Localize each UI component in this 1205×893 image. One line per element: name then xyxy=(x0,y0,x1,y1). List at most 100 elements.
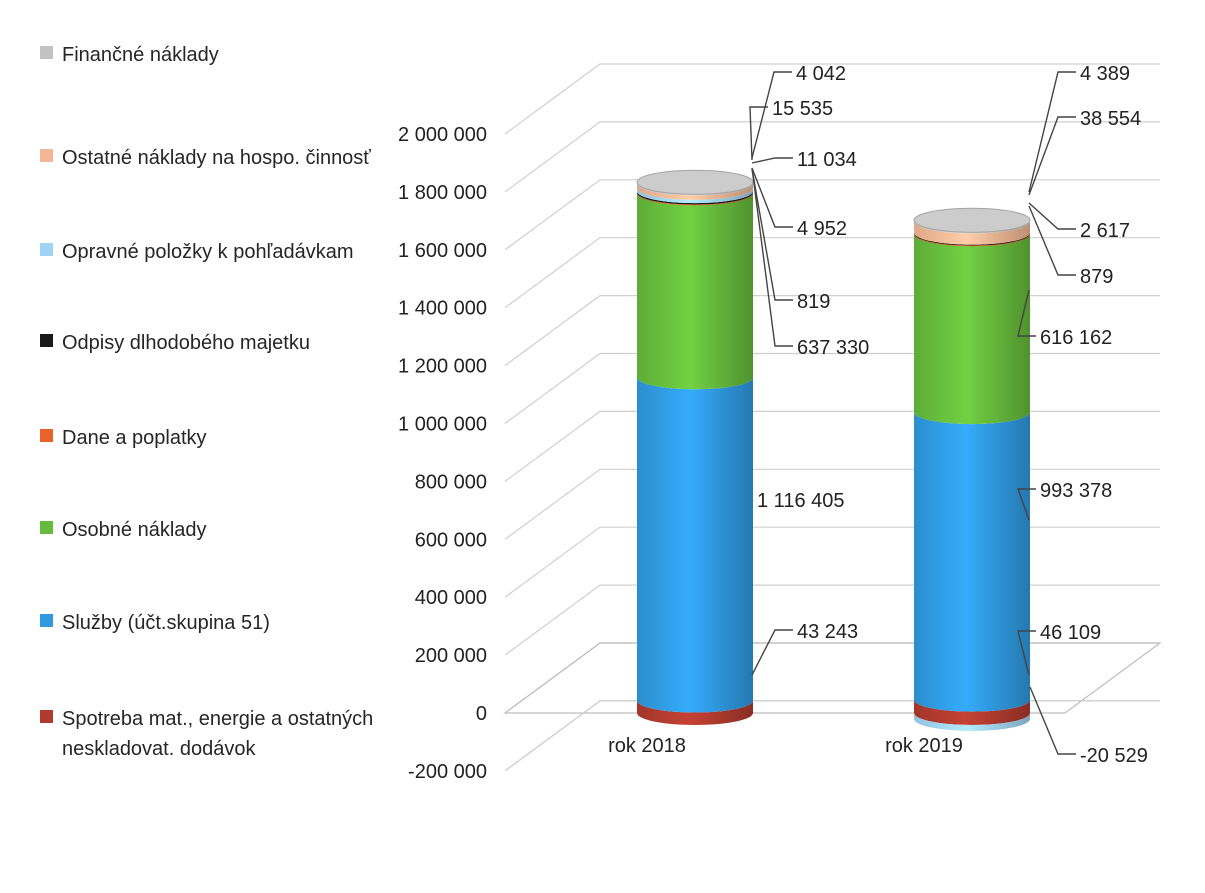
legend-item-spotreba: Spotreba mat., energie a ostatných neskl… xyxy=(40,704,382,764)
y-tick-label: 1 600 000 xyxy=(398,240,487,262)
gridline xyxy=(504,63,1160,135)
legend-label: Služby (účt.skupina 51) xyxy=(62,612,270,634)
legend-label: Opravné položky k pohľadávkam xyxy=(62,241,354,263)
leader-line xyxy=(1028,202,1076,230)
legend-swatch xyxy=(40,710,53,723)
bar-top-cap xyxy=(913,207,1031,233)
data-label-rok-2019: 993 378 xyxy=(1040,480,1112,502)
data-label-rok-2018: 637 330 xyxy=(797,337,869,359)
data-label-rok-2019: 46 109 xyxy=(1040,622,1101,644)
gridline xyxy=(504,700,1160,772)
leader-line xyxy=(1028,116,1076,196)
leader-line xyxy=(751,168,793,301)
gridline xyxy=(504,237,1160,309)
y-tick-label: 2 000 000 xyxy=(398,124,487,146)
legend-label: Ostatné náklady na hospo. činnosť xyxy=(62,147,371,169)
legend-swatch xyxy=(40,334,53,347)
y-tick-label: 1 200 000 xyxy=(398,356,487,378)
bars xyxy=(636,169,1031,731)
data-label-rok-2018: 43 243 xyxy=(797,621,858,643)
floor-plane xyxy=(503,642,1162,714)
bar-segment-ostatne-naklady-na-hospo-cinno xyxy=(914,221,1030,245)
bar-rok-2018 xyxy=(636,169,754,725)
data-label-rok-2018: 4 952 xyxy=(797,218,847,240)
y-tick-label: 0 xyxy=(476,703,487,725)
legend-label: Dane a poplatky xyxy=(62,427,207,449)
leader-line xyxy=(751,157,793,164)
legend-label: Odpisy dlhodobého majetku xyxy=(62,332,310,354)
bar-segment-spotreba-mat-energie-a-ostatny xyxy=(637,700,753,725)
bar-segment-sluzby-uct-skupina-51 xyxy=(914,412,1030,712)
x-axis-ticks: rok 2018 rok 2019 xyxy=(608,735,963,757)
legend-swatch xyxy=(40,149,53,162)
legend-swatch xyxy=(40,46,53,59)
gridline xyxy=(504,179,1160,251)
leader-line xyxy=(1017,488,1036,521)
gridline xyxy=(504,121,1160,193)
legend-swatch xyxy=(40,243,53,256)
leader-line xyxy=(751,167,793,347)
gridline xyxy=(504,526,1160,598)
data-label-rok-2019: 879 xyxy=(1080,266,1113,288)
leader-line xyxy=(1017,630,1036,676)
x-tick-label: rok 2019 xyxy=(885,735,963,757)
legend-item-financne-naklady: Finančné náklady xyxy=(40,40,382,70)
legend-item-sluzby: Služby (účt.skupina 51) xyxy=(40,608,382,638)
legend-item-opravne-polozky: Opravné položky k pohľadávkam xyxy=(40,237,382,267)
leader-line xyxy=(751,167,793,228)
y-tick-label: 600 000 xyxy=(415,529,487,551)
y-axis-ticks: -200 000 0 200 000 400 000 600 000 800 000 1 0… xyxy=(398,124,487,783)
legend-swatch xyxy=(40,614,53,627)
data-label-rok-2018: 15 535 xyxy=(772,98,833,120)
bar-segment-sluzby-uct-skupina-51 xyxy=(637,377,753,713)
axis-frame xyxy=(504,700,1160,772)
y-tick-label: 200 000 xyxy=(415,645,487,667)
legend-item-ostatne-naklady: Ostatné náklady na hospo. činnosť xyxy=(40,143,382,173)
bar-segment-opravne-polozky-k-pohladavkam xyxy=(637,187,753,204)
y-tick-label: -200 000 xyxy=(408,761,487,783)
y-tick-label: 1 400 000 xyxy=(398,298,487,320)
legend-label: Finančné náklady xyxy=(62,44,219,66)
x-tick-label: rok 2018 xyxy=(608,735,686,757)
bar-top-cap xyxy=(636,169,754,195)
y-tick-label: 1 000 000 xyxy=(398,414,487,436)
data-label-rok-2018: 11 034 xyxy=(797,149,857,171)
data-labels: 4 042 15 535 11 034 4 952 819 637 330 1 116 40… xyxy=(749,63,1148,767)
legend-label: Osobné náklady xyxy=(62,519,207,541)
leader-line xyxy=(751,71,792,159)
data-label-rok-2019: 4 389 xyxy=(1080,63,1130,85)
legend-item-osobne-naklady: Osobné náklady xyxy=(40,515,382,545)
legend-swatch xyxy=(40,521,53,534)
bar-rok-2019 xyxy=(913,207,1031,731)
data-label-rok-2019: 2 617 xyxy=(1080,220,1130,242)
legend-item-dane-a-poplatky: Dane a poplatky xyxy=(40,423,382,453)
bar-segment-osobne-naklady xyxy=(914,233,1030,425)
bar-segment-osobne-naklady xyxy=(637,192,753,390)
data-label-rok-2019: 38 554 xyxy=(1080,108,1141,130)
leader-line xyxy=(751,629,793,676)
leader-line xyxy=(749,106,768,161)
data-label-rok-2018: 1 116 405 xyxy=(757,490,845,512)
y-tick-label: 800 000 xyxy=(415,471,487,493)
leader-line xyxy=(1017,289,1036,337)
y-tick-label: 1 800 000 xyxy=(398,182,487,204)
data-label-rok-2018: 819 xyxy=(797,291,830,313)
data-label-rok-2019: -20 529 xyxy=(1080,745,1148,767)
gridline xyxy=(504,410,1160,482)
legend-label: Spotreba mat., energie a ostatných neskl… xyxy=(62,708,374,760)
data-label-rok-2019: 616 162 xyxy=(1040,327,1112,349)
bar-segment-spotreba-mat-energie-a-ostatny xyxy=(914,699,1030,725)
leader-line xyxy=(1028,205,1076,276)
legend-item-odpisy: Odpisy dlhodobého majetku xyxy=(40,328,382,358)
bar-segment-opravne-polozky-k-pohladavkam xyxy=(914,713,1030,731)
legend-swatch xyxy=(40,429,53,442)
gridline xyxy=(504,352,1160,424)
leader-line xyxy=(1029,686,1076,755)
bar-segment-ostatne-naklady-na-hospo-cinno xyxy=(637,183,753,200)
y-tick-label: 400 000 xyxy=(415,587,487,609)
leader-line xyxy=(1028,71,1076,193)
gridline xyxy=(504,642,1160,714)
data-label-rok-2018: 4 042 xyxy=(796,63,846,85)
